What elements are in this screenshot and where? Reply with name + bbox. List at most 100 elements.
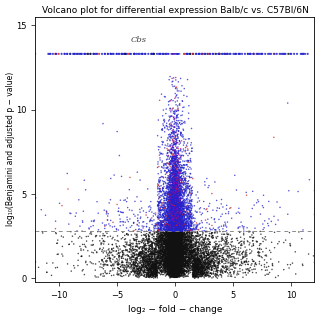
Point [172, 234, 177, 239]
Point [228, 51, 233, 56]
Point [163, 238, 168, 243]
Point [170, 227, 175, 232]
Point [170, 203, 175, 208]
Point [172, 236, 177, 241]
Point [121, 222, 126, 228]
Point [147, 244, 152, 250]
Point [175, 267, 180, 272]
Point [199, 257, 204, 262]
Point [169, 154, 174, 159]
Point [173, 252, 179, 257]
Point [190, 214, 195, 220]
Point [210, 258, 215, 263]
Point [171, 220, 176, 225]
Point [171, 210, 176, 215]
Point [173, 259, 178, 264]
Point [171, 202, 176, 207]
Point [169, 257, 174, 262]
Point [179, 246, 184, 252]
Point [193, 246, 198, 251]
Point [168, 203, 173, 208]
Point [244, 272, 249, 277]
Point [141, 265, 147, 270]
Point [176, 206, 181, 211]
Point [168, 237, 173, 242]
Point [171, 256, 176, 261]
Point [174, 253, 180, 259]
Point [168, 114, 173, 119]
Point [173, 199, 178, 204]
Point [174, 209, 179, 214]
Point [171, 242, 176, 247]
Point [167, 224, 172, 229]
Point [172, 261, 177, 266]
Point [173, 247, 179, 252]
Point [174, 270, 179, 275]
Point [171, 236, 176, 242]
Point [181, 266, 186, 271]
Point [179, 234, 184, 239]
Point [172, 226, 177, 231]
Point [199, 271, 204, 276]
Point [169, 265, 174, 270]
Point [167, 241, 172, 246]
Point [172, 263, 178, 268]
Point [171, 237, 176, 242]
Point [171, 225, 176, 230]
Point [174, 251, 179, 256]
Point [172, 270, 177, 276]
Point [178, 228, 183, 234]
Point [181, 244, 186, 249]
Point [175, 256, 180, 261]
Point [68, 51, 73, 56]
Point [179, 247, 184, 252]
Point [175, 180, 180, 186]
Point [139, 268, 144, 273]
Point [178, 242, 183, 247]
Point [167, 246, 172, 251]
Point [154, 240, 159, 245]
Point [177, 266, 182, 271]
Point [192, 261, 197, 267]
Point [173, 262, 179, 267]
Point [172, 210, 177, 215]
Point [198, 254, 203, 260]
Point [178, 198, 183, 204]
Point [176, 251, 181, 256]
Point [171, 217, 176, 222]
Point [209, 268, 214, 273]
Point [187, 248, 192, 253]
Point [169, 227, 174, 232]
Point [162, 208, 167, 213]
Point [171, 257, 176, 262]
Point [164, 260, 169, 266]
Point [173, 228, 178, 233]
Point [171, 234, 176, 239]
Point [169, 254, 174, 259]
Point [167, 241, 172, 246]
Point [157, 200, 162, 205]
Point [179, 218, 184, 223]
Point [138, 264, 143, 269]
Point [156, 238, 161, 244]
Point [175, 255, 180, 260]
Point [186, 255, 191, 260]
Point [174, 252, 179, 257]
Point [177, 269, 182, 275]
Point [171, 254, 176, 259]
Point [139, 273, 144, 278]
Point [181, 197, 187, 202]
Point [173, 259, 179, 264]
Point [136, 275, 141, 280]
Point [176, 263, 181, 268]
Point [168, 239, 173, 244]
Point [175, 238, 180, 243]
Point [170, 226, 175, 231]
Point [171, 247, 176, 252]
Point [185, 238, 190, 244]
Point [184, 248, 189, 253]
Point [172, 273, 177, 278]
Point [174, 270, 179, 276]
Point [166, 191, 171, 196]
Point [165, 213, 170, 219]
